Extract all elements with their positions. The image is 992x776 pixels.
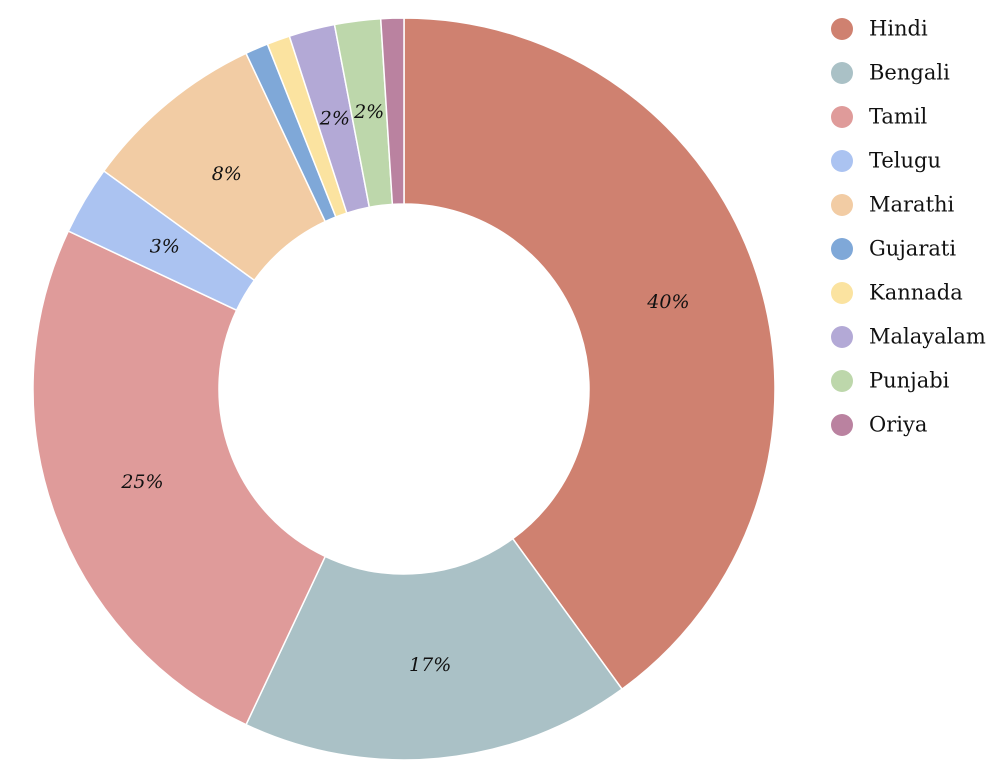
legend-label-kannada: Kannada (869, 281, 963, 305)
legend-swatch-bengali (831, 62, 853, 84)
legend-swatch-punjabi (831, 370, 853, 392)
slice-bengali (245, 537, 624, 761)
slice-label-malayalam: 2% (319, 108, 350, 130)
legend-label-oriya: Oriya (869, 413, 927, 437)
legend-item-kannada: Kannada (831, 281, 963, 305)
slice-label-hindi: 40% (646, 291, 689, 313)
legend-label-malayalam: Malayalam (869, 325, 986, 349)
legend-swatch-kannada (831, 282, 853, 304)
slice-label-tamil: 25% (120, 471, 163, 493)
legend-item-gujarati: Gujarati (831, 237, 956, 261)
slice-tamil (32, 230, 327, 726)
slice-label-telugu: 3% (150, 235, 180, 257)
legend-swatch-hindi (831, 18, 853, 40)
slices-group (32, 17, 776, 761)
legend-label-gujarati: Gujarati (869, 237, 956, 261)
slice-label-punjabi: 2% (353, 101, 384, 123)
legend-label-bengali: Bengali (869, 61, 950, 85)
slice-oriya (379, 17, 405, 206)
legend: Hindi Bengali Tamil Telugu Marathi Gujarati Ka… (831, 17, 986, 437)
legend-label-tamil: Tamil (869, 105, 928, 129)
legend-item-telugu: Telugu (831, 149, 941, 173)
legend-swatch-malayalam (831, 326, 853, 348)
legend-swatch-marathi (831, 194, 853, 216)
slice-labels-group: 40% 17% 25% 3% 8% 2% 2% (120, 101, 689, 676)
legend-item-tamil: Tamil (831, 105, 928, 129)
legend-item-hindi: Hindi (831, 17, 928, 41)
legend-swatch-telugu (831, 150, 853, 172)
legend-swatch-oriya (831, 414, 853, 436)
legend-swatch-tamil (831, 106, 853, 128)
legend-item-oriya: Oriya (831, 413, 927, 437)
legend-item-malayalam: Malayalam (831, 325, 986, 349)
legend-label-punjabi: Punjabi (869, 369, 950, 393)
legend-item-marathi: Marathi (831, 193, 955, 217)
legend-label-hindi: Hindi (869, 17, 928, 41)
slice-label-bengali: 17% (409, 654, 451, 676)
slice-hindi (403, 17, 776, 691)
slice-label-marathi: 8% (212, 163, 242, 185)
legend-label-marathi: Marathi (869, 193, 955, 217)
legend-item-bengali: Bengali (831, 61, 950, 85)
legend-item-punjabi: Punjabi (831, 369, 950, 393)
legend-label-telugu: Telugu (869, 149, 941, 173)
legend-swatch-gujarati (831, 238, 853, 260)
